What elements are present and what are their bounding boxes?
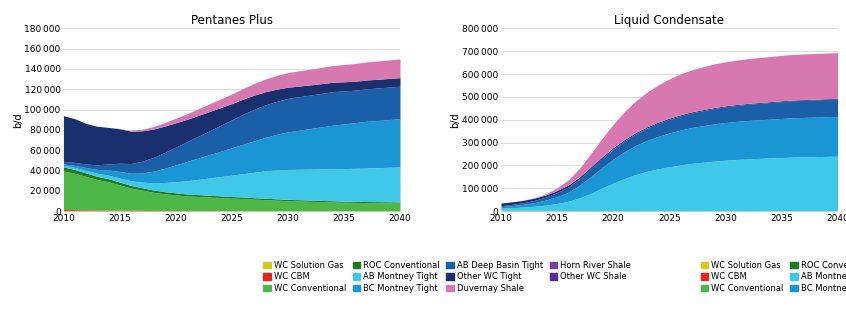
Legend: WC Solution Gas, WC CBM, WC Conventional, ROC Conventional, AB Montney Tight, BC: WC Solution Gas, WC CBM, WC Conventional… xyxy=(700,261,846,293)
Y-axis label: b/d: b/d xyxy=(451,112,460,128)
Legend: WC Solution Gas, WC CBM, WC Conventional, ROC Conventional, AB Montney Tight, BC: WC Solution Gas, WC CBM, WC Conventional… xyxy=(263,261,631,293)
Y-axis label: b/d: b/d xyxy=(13,112,23,128)
Title: Pentanes Plus: Pentanes Plus xyxy=(190,14,272,27)
Title: Liquid Condensate: Liquid Condensate xyxy=(614,14,724,27)
